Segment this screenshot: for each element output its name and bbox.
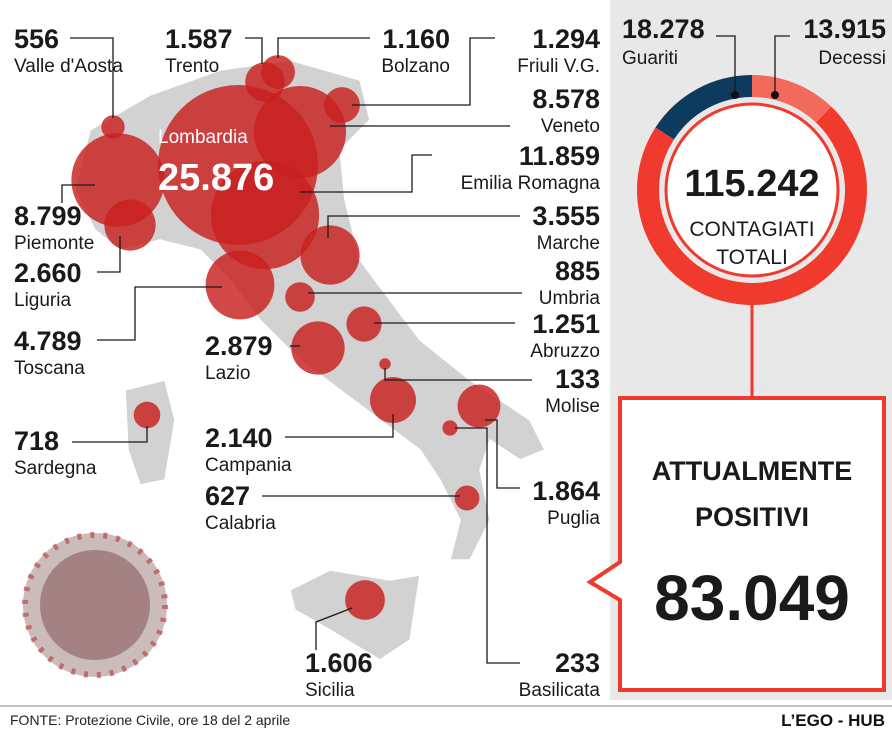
- region-value: 2.140: [205, 423, 273, 453]
- donut-segment: [655, 75, 752, 140]
- region-name: Trento: [165, 56, 219, 77]
- region-name: Veneto: [541, 116, 600, 137]
- leader-dot: [731, 91, 739, 99]
- region-value: 3.555: [532, 201, 600, 231]
- region-name: Emilia Romagna: [461, 173, 601, 194]
- positive-value: 83.049: [654, 562, 850, 634]
- region-name: Sicilia: [305, 680, 355, 701]
- region-value: 11.859: [519, 141, 600, 171]
- positive-title: POSITIVI: [695, 502, 809, 532]
- region-name: Valle d'Aosta: [14, 56, 123, 77]
- region-name: Campania: [205, 455, 292, 476]
- region-value: 25.876: [158, 157, 274, 199]
- region-name: Toscana: [14, 358, 85, 379]
- leader-line: [70, 37, 114, 118]
- region-value: 627: [205, 481, 250, 511]
- leader-line: [384, 368, 532, 381]
- source: FONTE: Protezione Civile, ore 18 del 2 a…: [10, 712, 290, 728]
- leader-line: [97, 236, 121, 273]
- region-name: Friuli V.G.: [517, 56, 600, 77]
- leader-line: [455, 427, 520, 664]
- region-name: Basilicata: [519, 680, 601, 701]
- region-bubble: [261, 55, 295, 89]
- region-bubble: [300, 225, 360, 285]
- region-value: 718: [14, 426, 59, 456]
- total-caption: CONTAGIATI: [689, 218, 814, 241]
- leader-line: [245, 37, 263, 64]
- region-value: 885: [555, 256, 600, 286]
- region-value: 8.799: [14, 201, 82, 231]
- segment-name: Decessi: [818, 48, 886, 69]
- region-value: 233: [555, 648, 600, 678]
- segment-value: 13.915: [803, 14, 886, 44]
- region-value: 2.660: [14, 258, 82, 288]
- region-bubble: [133, 401, 161, 429]
- region-bubble: [101, 115, 125, 139]
- region-bubble: [345, 580, 385, 620]
- leader-line: [61, 184, 95, 203]
- region-value: 1.160: [382, 24, 450, 54]
- region-value: 1.606: [305, 648, 373, 678]
- region-name: Umbria: [539, 288, 601, 309]
- leader-line: [774, 35, 790, 95]
- region-bubble: [104, 199, 156, 251]
- region-bubble: [285, 282, 315, 312]
- region-name: Bolzano: [381, 56, 450, 77]
- brand: L’EGO - HUB: [781, 711, 885, 730]
- region-value: 1.587: [165, 24, 233, 54]
- region-bubble: [346, 306, 382, 342]
- leader-line: [285, 414, 394, 438]
- region-name: Piemonte: [14, 233, 94, 254]
- region-value: 1.294: [532, 24, 600, 54]
- region-value: 1.251: [532, 309, 600, 339]
- inner-ring: [664, 102, 840, 278]
- region-bubble: [205, 250, 275, 320]
- total-value: 115.242: [684, 163, 819, 205]
- segment-value: 18.278: [622, 14, 705, 44]
- leader-line: [485, 419, 520, 489]
- leader-line: [72, 426, 148, 443]
- region-value: 133: [555, 364, 600, 394]
- region-value: 2.879: [205, 331, 273, 361]
- region-bubble: [370, 377, 416, 423]
- leader-line: [315, 607, 353, 650]
- total-caption: TOTALI: [716, 246, 788, 269]
- leader-line: [277, 37, 370, 58]
- leader-line: [327, 215, 520, 238]
- region-name: Marche: [537, 233, 600, 254]
- bubbles: [71, 55, 501, 620]
- leader-line: [300, 154, 432, 193]
- leader-line: [716, 35, 736, 95]
- virus-image: [22, 532, 168, 678]
- positive-title: ATTUALMENTE: [652, 456, 852, 486]
- region-name: Puglia: [547, 508, 600, 529]
- region-bubble: [291, 321, 345, 375]
- leader-line: [97, 286, 222, 341]
- leader-dot: [771, 91, 779, 99]
- region-value: 4.789: [14, 326, 82, 356]
- region-bubble: [457, 384, 501, 428]
- segment-name: Guariti: [622, 48, 678, 69]
- region-name: Calabria: [205, 513, 276, 534]
- region-name: Abruzzo: [530, 341, 600, 362]
- leader-line: [352, 37, 495, 106]
- region-name: Lombardia: [158, 127, 248, 148]
- region-value: 8.578: [532, 84, 600, 114]
- region-bubble: [379, 358, 391, 370]
- region-name: Liguria: [14, 290, 71, 311]
- region-bubble: [454, 485, 480, 511]
- region-name: Lazio: [205, 363, 250, 384]
- positive-box: [586, 396, 886, 692]
- region-bubble: [210, 160, 320, 270]
- region-value: 1.864: [532, 476, 600, 506]
- region-name: Sardegna: [14, 458, 97, 479]
- region-name: Molise: [545, 396, 600, 417]
- region-value: 556: [14, 24, 59, 54]
- region-bubble: [442, 420, 458, 436]
- donut-segment: [637, 106, 868, 305]
- donut-segment: [752, 75, 832, 123]
